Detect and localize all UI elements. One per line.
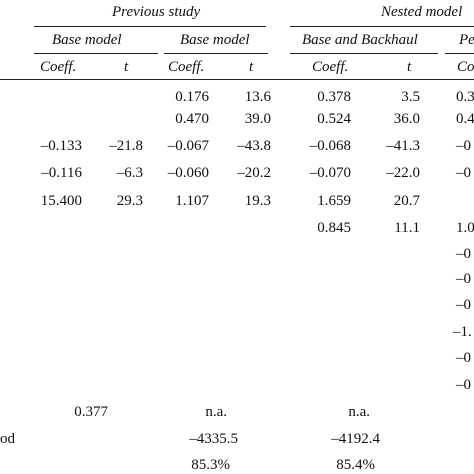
cell-t-backhaul: 3.5 [401,89,420,105]
cell-coeff-backhaul: –0.068 [309,138,351,154]
cell-coeff-pe: 1.0 [456,220,474,236]
cell-coeff-base1: –0.133 [40,138,82,154]
cell-coeff-base2: 0.470 [175,111,209,127]
cell-coeff-base2: –0.060 [167,165,209,181]
cell-coeff-pe: –0 [456,297,471,313]
cell-coeff-pe: 0.3 [456,89,474,105]
subheader-t-2: t [249,59,254,75]
footer-value-base2: –4335.5 [189,431,238,447]
cell-t-base1: –6.3 [116,165,143,181]
cell-t-backhaul: 36.0 [393,111,420,127]
cell-coeff-pe: –0 [456,246,471,262]
cell-coeff-pe: –1. [453,324,472,340]
column-rule-pe [445,53,474,54]
cell-coeff-base2: 1.107 [175,193,209,209]
subheader-coeff-4: Co [457,59,474,75]
cell-t-base2: –20.2 [237,165,271,181]
cell-coeff-backhaul: 1.659 [317,193,351,209]
footer-value-base2: 85.3% [191,457,230,473]
group-rule-previous [34,26,266,27]
footer-value-backhaul: 85.4% [336,457,375,473]
column-header-base-model-1: Base model [52,32,122,48]
subheader-coeff-1: Coeff. [40,59,77,75]
cell-t-backhaul: 20.7 [393,193,420,209]
cell-coeff-backhaul: 0.524 [317,111,351,127]
subheader-coeff-2: Coeff. [168,59,205,75]
cell-t-backhaul: –22.0 [386,165,420,181]
cell-coeff-backhaul: –0.070 [309,165,351,181]
cell-coeff-base1: –0.116 [41,165,82,181]
cell-t-base2: 13.6 [244,89,271,105]
subheader-t-3: t [407,59,412,75]
column-rule-base-and-backhaul [290,53,438,54]
column-rule-base-model-2 [164,53,268,54]
cell-coeff-pe: –0 [456,271,471,287]
group-header-nested-model: Nested model [381,4,463,20]
column-rule-base-model-1 [34,53,158,54]
footer-label-likelihood: od [0,431,15,447]
cell-coeff-base2: –0.067 [167,138,209,154]
cell-coeff-pe: –0 [456,350,471,366]
cell-coeff-base1: 15.400 [40,193,82,209]
column-header-base-and-backhaul: Base and Backhaul [302,32,418,48]
cell-coeff-pe: –0 [456,377,471,393]
subheader-coeff-3: Coeff. [312,59,349,75]
cell-coeff-backhaul: 0.845 [317,220,351,236]
subheader-t-1: t [124,59,129,75]
cell-t-base1: –21.8 [109,138,143,154]
cell-t-base2: –43.8 [237,138,271,154]
column-header-base-model-2: Base model [180,32,250,48]
footer-value-base2: n.a. [205,404,227,420]
cell-t-backhaul: 11.1 [394,220,420,236]
cell-coeff-pe: 0.4 [456,111,474,127]
cell-t-backhaul: –41.3 [386,138,420,154]
footer-value-backhaul: n.a. [348,404,370,420]
cell-t-base1: 29.3 [116,193,143,209]
header-bottom-rule [0,79,474,80]
cell-coeff-pe: –0 [456,165,471,181]
group-rule-nested [290,26,474,27]
group-header-previous-study: Previous study [112,4,201,20]
cell-coeff-pe: –0 [456,138,471,154]
cell-t-base2: 19.3 [244,193,271,209]
cell-coeff-base2: 0.176 [175,89,209,105]
footer-value-backhaul: –4192.4 [331,431,380,447]
column-header-pe: Pe [459,32,474,48]
cell-t-base2: 39.0 [244,111,271,127]
cell-coeff-backhaul: 0.378 [317,89,351,105]
footer-value-previous: 0.377 [74,404,108,420]
